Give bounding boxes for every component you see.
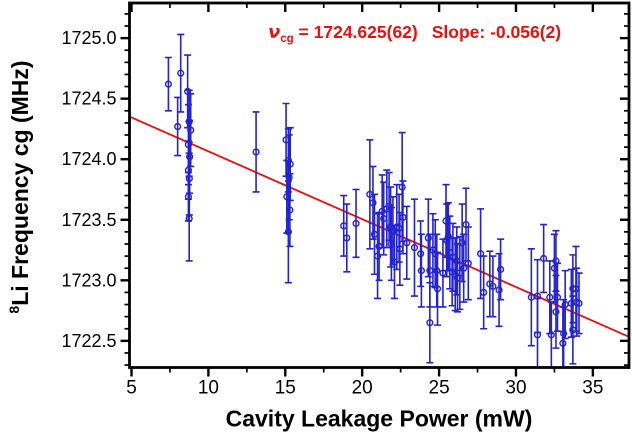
error-bar (352, 188, 360, 259)
data-point (489, 282, 497, 290)
data-point (552, 308, 560, 316)
error-bar (403, 205, 411, 280)
data-point (560, 329, 568, 338)
error-bar (185, 175, 193, 262)
error-bar (252, 111, 260, 193)
error-bar (497, 238, 505, 301)
data-point (389, 227, 397, 235)
error-bar (399, 180, 407, 255)
data-point (540, 254, 548, 263)
data-point (439, 269, 447, 277)
y-tick-label: 1723.0 (61, 270, 116, 290)
data-point (547, 331, 555, 339)
error-bar (480, 255, 488, 330)
data-point (495, 286, 503, 294)
data-point (575, 299, 583, 307)
error-bar (366, 139, 374, 250)
nu-subscript: cg (280, 33, 294, 45)
data-point (185, 214, 193, 223)
error-bar (417, 233, 425, 308)
y-tick-label: 1724.0 (61, 149, 116, 169)
error-bar (164, 56, 172, 112)
plot-frame (128, 1, 631, 369)
x-axis-title: Cavity Leakage Power (mW) (225, 405, 533, 432)
y-tick-label: 1723.5 (61, 210, 116, 230)
isotope-superscript: 8 (6, 305, 23, 314)
fit-center-value: = 1724.625(62) (293, 22, 418, 42)
data-point (417, 267, 425, 275)
x-tick-label: 15 (275, 378, 296, 399)
error-bar (540, 223, 548, 294)
error-bar (284, 180, 292, 284)
data-point (460, 264, 468, 272)
data-point (496, 265, 505, 274)
data-point (252, 148, 260, 156)
data-point (553, 293, 562, 301)
data-point (343, 234, 351, 242)
x-tick-label: 35 (582, 378, 603, 399)
data-point (164, 80, 173, 88)
data-point (284, 228, 292, 236)
data-point (286, 206, 294, 214)
data-point (410, 244, 419, 252)
nu-symbol: ν (268, 22, 281, 43)
x-tick-label: 20 (352, 378, 373, 399)
x-tick-label: 30 (505, 378, 526, 399)
data-point (373, 252, 382, 260)
y-tick-label: 1722.5 (61, 331, 116, 351)
y-axis-title: 8Li Frequency cg (MHz) (6, 60, 34, 313)
data-point (369, 199, 377, 207)
error-bar (434, 251, 442, 326)
data-point (546, 293, 554, 301)
data-point (458, 239, 466, 247)
error-bar (575, 272, 583, 335)
error-bar (561, 269, 569, 340)
y-axis-title-text: Li Frequency cg (MHz) (6, 60, 33, 306)
data-point (480, 288, 488, 297)
data-point (352, 219, 360, 227)
fit-result-annotation: νcg = 1724.625(62) Slope: -0.056(2) (268, 22, 561, 45)
data-point (433, 285, 442, 293)
y-tick-label: 1724.5 (61, 89, 116, 109)
x-tick-label: 25 (429, 378, 450, 399)
error-bar (174, 96, 182, 157)
data-point (444, 233, 452, 241)
error-bar (553, 262, 561, 332)
y-tick-label: 1725.0 (61, 28, 116, 48)
x-tick-label: 5 (126, 378, 137, 399)
error-bar (343, 203, 351, 273)
data-point (399, 213, 407, 221)
data-point (464, 259, 472, 267)
error-bar (464, 226, 472, 301)
data-point (174, 122, 182, 131)
data-point (385, 202, 393, 211)
error-bar (410, 198, 418, 297)
x-tick-label: 10 (198, 378, 219, 399)
error-bar (533, 297, 541, 367)
data-point (177, 69, 185, 77)
fit-slope-value: Slope: -0.056(2) (431, 22, 562, 42)
data-layer (164, 33, 583, 367)
error-bar (527, 248, 535, 347)
data-point (426, 319, 434, 327)
data-point (403, 239, 411, 247)
data-point (533, 331, 542, 339)
error-bar (489, 255, 497, 318)
